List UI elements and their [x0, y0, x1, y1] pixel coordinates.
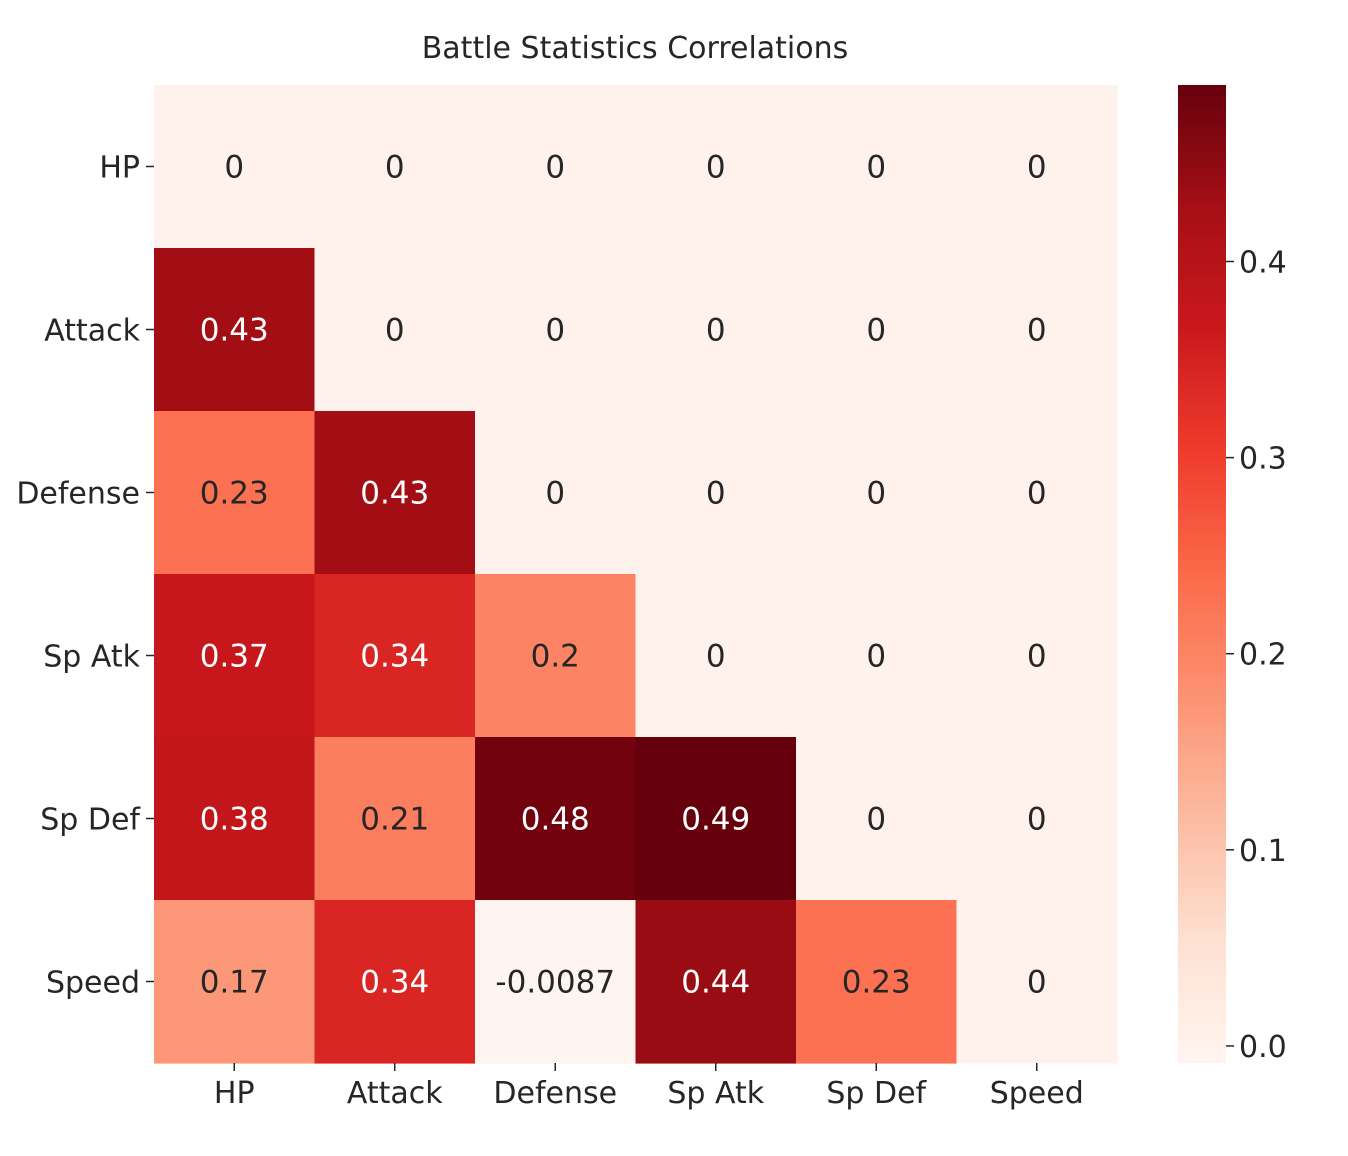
cell-value-label: 0.38	[200, 802, 269, 838]
heatmap-cell	[956, 411, 1118, 575]
heatmap-cell	[635, 411, 797, 575]
chart-title: Battle Statistics Correlations	[422, 31, 849, 66]
heatmap-cell	[314, 900, 476, 1064]
cell-value-label: 0	[1027, 639, 1047, 675]
heatmap-cell	[956, 248, 1118, 412]
cell-value-label: 0.2	[531, 639, 580, 675]
cell-value-label: -0.0087	[495, 965, 615, 1001]
x-tick-label: Sp Def	[826, 1076, 927, 1111]
heatmap-cell	[635, 85, 797, 249]
cell-value-label: 0.43	[360, 476, 429, 512]
colorbar-gradient	[1178, 85, 1226, 1063]
cell-value-label: 0	[1027, 965, 1047, 1001]
cell-value-label: 0.37	[200, 639, 269, 675]
y-axis: HP Attack Defense Sp Atk Sp Def Speed	[16, 151, 154, 1001]
cell-value-label: 0.23	[842, 965, 911, 1001]
colorbar-tick-label: 0.2	[1239, 638, 1287, 673]
heatmap-cell	[956, 737, 1118, 901]
y-tick-label: Sp Def	[40, 803, 141, 838]
cell-value-label: 0	[866, 150, 886, 186]
cell-value-label: 0.49	[681, 802, 750, 838]
cell-value-label: 0	[1027, 802, 1047, 838]
heatmap-cell	[314, 248, 476, 412]
cell-value-label: 0	[866, 476, 886, 512]
heatmap-cells: 0 0 0 0 0 0 0.43 0 0 0 0 0 0.23 0.43 0 0 0 0 0.37 0.34 0.2 0 0…	[154, 85, 1118, 1064]
cell-value-label: 0	[224, 150, 244, 186]
y-tick-label: HP	[99, 151, 140, 186]
heatmap-cell	[154, 574, 316, 738]
heatmap-cell	[635, 900, 797, 1064]
heatmap-cell	[475, 248, 637, 412]
cell-value-label: 0	[706, 313, 726, 349]
heatmap-cell	[154, 411, 316, 575]
cell-value-label: 0.34	[360, 639, 429, 675]
heatmap-cell	[796, 411, 958, 575]
cell-value-label: 0.23	[200, 476, 269, 512]
x-tick-label: Speed	[990, 1076, 1084, 1111]
cell-value-label: 0	[706, 476, 726, 512]
heatmap-cell	[635, 248, 797, 412]
colorbar-tick-label: 0.3	[1239, 442, 1287, 477]
cell-value-label: 0	[866, 313, 886, 349]
heatmap-cell	[154, 85, 316, 249]
cell-value-label: 0	[706, 639, 726, 675]
cell-value-label: 0.43	[200, 313, 269, 349]
colorbar-tick-label: 0.4	[1239, 245, 1287, 280]
x-tick-label: Attack	[347, 1076, 443, 1111]
cell-value-label: 0.17	[200, 965, 269, 1001]
heatmap-cell	[796, 574, 958, 738]
heatmap-cell	[154, 900, 316, 1064]
heatmap-cell	[956, 85, 1118, 249]
heatmap-cell	[956, 574, 1118, 738]
heatmap-cell	[635, 737, 797, 901]
heatmap-cell	[314, 411, 476, 575]
heatmap-cell	[796, 737, 958, 901]
cell-value-label: 0	[385, 313, 405, 349]
heatmap-cell	[796, 900, 958, 1064]
cell-value-label: 0	[866, 802, 886, 838]
heatmap-cell	[475, 900, 637, 1064]
cell-value-label: 0	[866, 639, 886, 675]
heatmap-cell	[475, 737, 637, 901]
cell-value-label: 0	[1027, 313, 1047, 349]
heatmap-cell	[475, 411, 637, 575]
heatmap-cell	[314, 574, 476, 738]
heatmap-cell	[796, 85, 958, 249]
cell-value-label: 0.34	[360, 965, 429, 1001]
heatmap-cell	[154, 248, 316, 412]
x-axis: HP Attack Defense Sp Atk Sp Def Speed	[214, 1063, 1084, 1111]
y-tick-label: Sp Atk	[43, 640, 140, 675]
cell-value-label: 0	[706, 150, 726, 186]
cell-value-label: 0.48	[521, 802, 590, 838]
cell-value-label: 0.21	[360, 802, 429, 838]
x-tick-label: HP	[214, 1076, 255, 1111]
colorbar-tick-label: 0.0	[1239, 1030, 1287, 1065]
x-tick-label: Defense	[493, 1076, 617, 1111]
heatmap-cell	[956, 900, 1118, 1064]
heatmap-cell	[154, 737, 316, 901]
cell-value-label: 0	[1027, 150, 1047, 186]
cell-value-label: 0	[545, 313, 565, 349]
y-tick-label: Attack	[44, 314, 140, 349]
y-tick-label: Speed	[46, 966, 140, 1001]
cell-value-label: 0	[545, 476, 565, 512]
cell-value-label: 0.44	[681, 965, 750, 1001]
colorbar-tick-label: 0.1	[1239, 834, 1287, 869]
heatmap-cell	[796, 248, 958, 412]
heatmap-cell	[475, 574, 637, 738]
cell-value-label: 0	[1027, 476, 1047, 512]
cell-value-label: 0	[545, 150, 565, 186]
y-tick-label: Defense	[16, 477, 140, 512]
heatmap-cell	[475, 85, 637, 249]
heatmap-cell	[314, 85, 476, 249]
heatmap-cell	[314, 737, 476, 901]
colorbar: 0.0 0.1 0.2 0.3 0.4	[1178, 85, 1287, 1065]
x-tick-label: Sp Atk	[667, 1076, 764, 1111]
heatmap-cell	[635, 574, 797, 738]
cell-value-label: 0	[385, 150, 405, 186]
